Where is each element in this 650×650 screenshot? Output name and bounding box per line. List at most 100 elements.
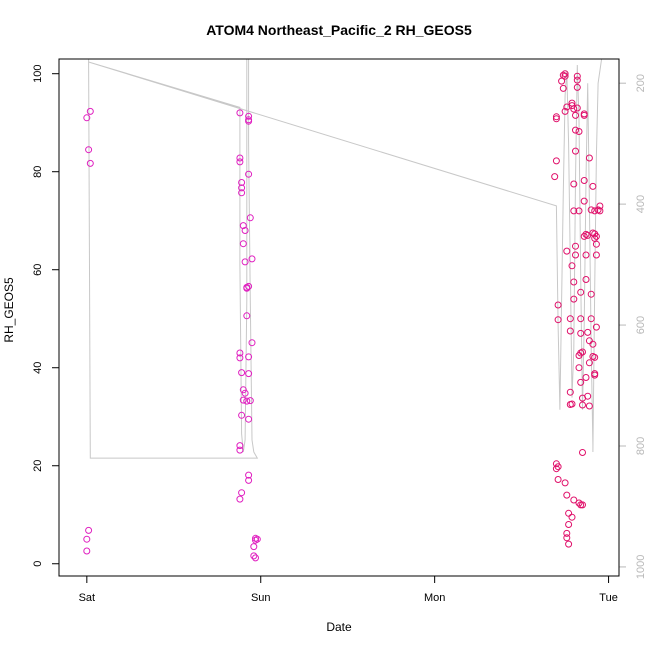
- data-point: [245, 282, 253, 290]
- data-point: [577, 288, 585, 296]
- data-point: [561, 107, 569, 115]
- data-point: [585, 359, 593, 367]
- data-point: [236, 354, 244, 362]
- data-point: [552, 157, 560, 165]
- data-point: [239, 240, 247, 248]
- data-point: [248, 339, 256, 347]
- data-point: [570, 496, 578, 504]
- data-point: [241, 227, 249, 234]
- data-point: [577, 329, 585, 337]
- data-point: [236, 158, 244, 166]
- data-point: [245, 112, 253, 120]
- data-point: [570, 278, 578, 286]
- data-point: [570, 207, 578, 215]
- data-point: [573, 72, 581, 80]
- data-point: [554, 316, 562, 324]
- data-point: [582, 230, 590, 238]
- data-point: [86, 159, 94, 167]
- data-point: [552, 113, 560, 121]
- data-point: [565, 521, 573, 528]
- x-tick-label: Mon: [424, 592, 445, 604]
- data-point: [596, 202, 604, 210]
- x-tick-label: Sun: [251, 592, 271, 604]
- data-point: [83, 547, 91, 555]
- data-point: [236, 495, 244, 503]
- data-point: [592, 251, 600, 259]
- y-tick-label: 80: [32, 166, 44, 178]
- y2-tick-label: 200: [635, 74, 647, 92]
- y2-tick-label: 1000: [635, 555, 647, 579]
- data-point: [585, 154, 593, 162]
- data-point: [568, 102, 576, 110]
- data-point: [552, 465, 560, 473]
- data-point: [238, 189, 246, 197]
- data-point: [580, 232, 588, 240]
- data-point: [563, 103, 571, 111]
- data-point: [83, 114, 91, 122]
- data-point: [566, 327, 574, 335]
- data-point: [241, 389, 249, 397]
- data-point: [246, 397, 254, 405]
- data-point: [591, 370, 599, 378]
- data-point: [238, 179, 246, 186]
- data-point: [554, 301, 562, 309]
- x-tick-label: Tue: [599, 592, 618, 604]
- data-point: [566, 315, 574, 323]
- x-tick-label: Sat: [79, 592, 96, 604]
- y-tick-label: 0: [32, 561, 44, 567]
- data-point: [585, 402, 593, 410]
- data-point: [245, 415, 253, 423]
- data-point: [568, 513, 576, 521]
- data-point: [579, 501, 586, 509]
- data-point: [245, 117, 253, 125]
- data-point: [554, 463, 562, 471]
- data-point: [252, 554, 259, 562]
- data-point: [250, 543, 258, 551]
- data-point: [580, 111, 588, 119]
- y2-tick-label: 400: [635, 195, 647, 213]
- data-point: [572, 251, 579, 259]
- data-point: [238, 369, 246, 377]
- data-point: [86, 107, 94, 115]
- data-point: [596, 207, 604, 215]
- data-point: [575, 364, 583, 372]
- data-point: [245, 476, 253, 484]
- data-point: [582, 251, 590, 259]
- data-point: [572, 111, 579, 119]
- data-point: [587, 290, 595, 298]
- data-point: [580, 177, 588, 184]
- data-point: [570, 295, 578, 303]
- data-point: [575, 128, 583, 135]
- data-point: [584, 392, 592, 400]
- data-point: [565, 509, 573, 517]
- data-point: [587, 315, 595, 323]
- data-point: [239, 386, 247, 394]
- y2-tick-label: 800: [635, 437, 647, 455]
- data-point: [575, 207, 583, 215]
- data-point: [563, 529, 571, 537]
- x-axis-label: Date: [326, 620, 352, 634]
- data-point: [591, 207, 599, 215]
- data-point: [248, 255, 256, 263]
- secondary-line-layer: [88, 58, 603, 459]
- data-point: [238, 411, 246, 419]
- data-point: [85, 146, 93, 154]
- y-tick-label: 20: [32, 460, 44, 472]
- data-point: [579, 449, 586, 456]
- data-point: [570, 180, 578, 188]
- data-point: [243, 312, 251, 320]
- data-point: [572, 126, 579, 134]
- data-point: [559, 84, 567, 92]
- data-point: [236, 349, 244, 357]
- data-point: [579, 401, 586, 409]
- data-point: [236, 154, 244, 162]
- data-point: [236, 442, 244, 450]
- data-point: [250, 552, 258, 560]
- data-point: [568, 262, 576, 270]
- data-point: [563, 534, 571, 542]
- y-tick-label: 60: [32, 264, 44, 276]
- data-point: [573, 76, 581, 84]
- data-point: [577, 315, 585, 323]
- data-point: [245, 370, 253, 378]
